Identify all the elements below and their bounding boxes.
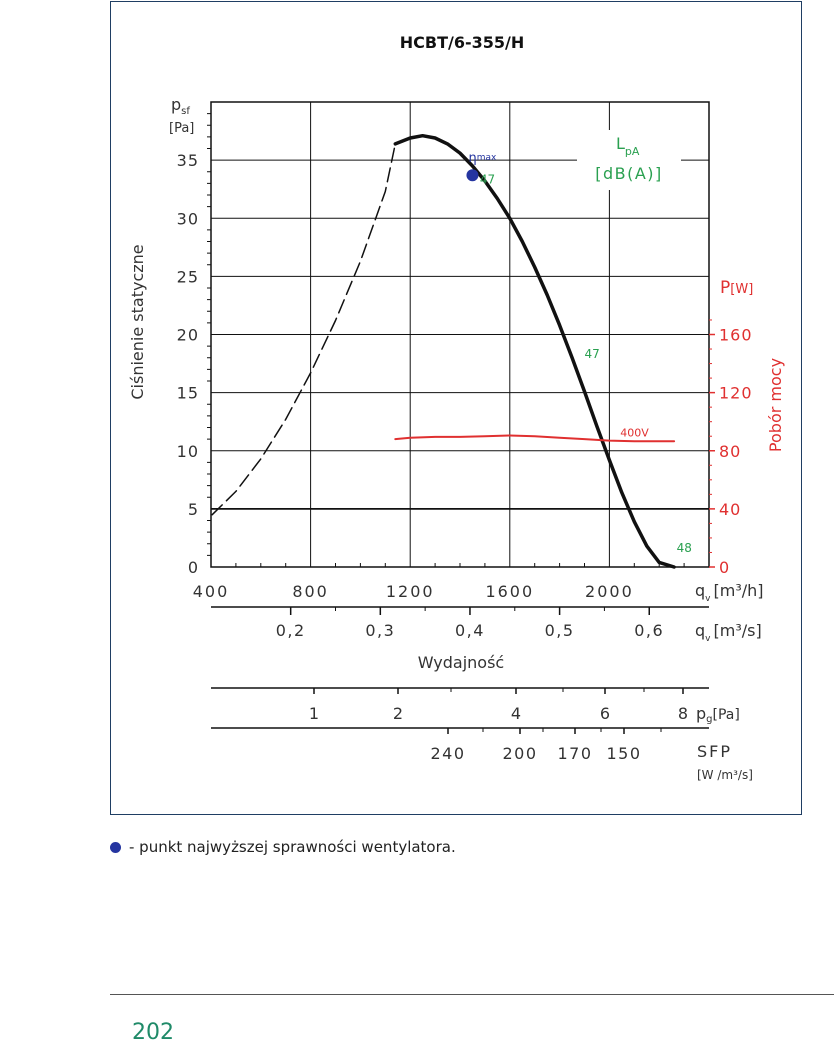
- x-secondary-unit: qv [m³/s]: [695, 621, 762, 644]
- page-number: 202: [132, 1020, 174, 1045]
- y-right-tick-label: 80: [719, 442, 741, 461]
- x-secondary-tick-label: 0,4: [455, 621, 485, 640]
- pressure-curve: [393, 133, 676, 569]
- pg-tick-label: 2: [393, 704, 403, 723]
- y-left-axis-label: Ciśnienie statyczne: [128, 244, 147, 399]
- x-tick-label: 2000: [585, 582, 634, 601]
- x-secondary-tick-label: 0,2: [276, 621, 306, 640]
- legend-note-text: - punkt najwyższej sprawności wentylator…: [129, 838, 456, 856]
- eta-max-point: [466, 169, 479, 182]
- x-secondary-tick-label: 0,3: [365, 621, 395, 640]
- lpa-legend-line1: LpA: [616, 134, 640, 158]
- lpa-annotation: 47: [585, 347, 600, 361]
- x-tick-label: 1200: [386, 582, 435, 601]
- x-axis-label: Wydajność: [418, 653, 504, 672]
- sfp-unit: SFP: [697, 742, 732, 761]
- pg-tick-label: 1: [309, 704, 319, 723]
- x-tick-label: 800: [292, 582, 329, 601]
- pg-tick-label: 8: [678, 704, 688, 723]
- y-left-tick-label: 20: [177, 326, 199, 345]
- lpa-legend-line2: [dB(A)]: [595, 164, 663, 183]
- y-left-unit-tail: [Pa]: [169, 121, 194, 136]
- pg-tick-label: 6: [600, 704, 610, 723]
- y-right-tick-label: 120: [719, 384, 753, 403]
- sfp-tick-label: 170: [557, 744, 592, 763]
- y-left-tick-label: 5: [188, 500, 199, 519]
- y-right-tick-label: 0: [719, 558, 730, 577]
- y-left-tick-label: 30: [177, 209, 199, 228]
- power-series-label: 400V: [620, 426, 649, 439]
- sfp-tick-label: 150: [606, 744, 641, 763]
- x-tick-label: 400: [193, 582, 230, 601]
- eta-max-label: ηmax: [468, 151, 497, 166]
- y-left-tick-label: 0: [188, 558, 199, 577]
- y-right-axis-label: Pobór mocy: [766, 358, 785, 452]
- footer-rule: [110, 994, 834, 995]
- y-left-tick-label: 25: [177, 267, 199, 286]
- series-layer: 400V ηmax 47 47 48: [211, 133, 692, 569]
- lpa-legend-bg: [577, 130, 681, 190]
- x-tick-label: 1600: [485, 582, 534, 601]
- x-secondary-ticks: 0,2 0,3 0,4 0,5 0,6: [276, 607, 664, 640]
- chart-title: HCBT/6-355/H: [400, 33, 525, 52]
- lpa-annotation: 47: [480, 172, 495, 186]
- pg-ticks: 1 2 4 6 8: [309, 688, 688, 723]
- eta-max-legend-dot: [110, 841, 121, 853]
- x-secondary-tick-label: 0,6: [634, 621, 664, 640]
- y-right-tick-label: 160: [719, 326, 753, 345]
- chart-frame: 400V ηmax 47 47 48 0 5 10 15 20 25 30 35 400 800 1200 1…: [110, 1, 802, 815]
- power-curve-400v: [394, 434, 676, 443]
- x-secondary-tick-label: 0,5: [545, 621, 575, 640]
- sfp-ticks: 240 200 170 150: [430, 728, 662, 763]
- pressure-curve-dashed: [211, 143, 397, 516]
- pg-tick-label: 4: [511, 704, 521, 723]
- axis-layer: 0 5 10 15 20 25 30 35 400 800 1200 1600 2000 0 40 80 120…: [177, 113, 753, 601]
- y-left-unit: psf: [171, 95, 190, 117]
- sfp-tick-label: 200: [502, 744, 537, 763]
- y-left-tick-label: 15: [177, 384, 199, 403]
- x-main-unit: qv [m³/h]: [695, 581, 764, 604]
- y-right-unit: P[W]: [720, 278, 753, 298]
- y-left-tick-label: 35: [177, 151, 199, 170]
- y-left-tick-label: 10: [177, 442, 199, 461]
- legend-note: - punkt najwyższej sprawności wentylator…: [110, 838, 456, 856]
- sfp-tick-label: 240: [430, 744, 465, 763]
- y-right-tick-label: 40: [719, 500, 741, 519]
- lpa-annotation: 48: [677, 541, 692, 555]
- sfp-unit-tail: [W /m³/s]: [697, 768, 753, 782]
- pg-unit: pg[Pa]: [696, 704, 740, 725]
